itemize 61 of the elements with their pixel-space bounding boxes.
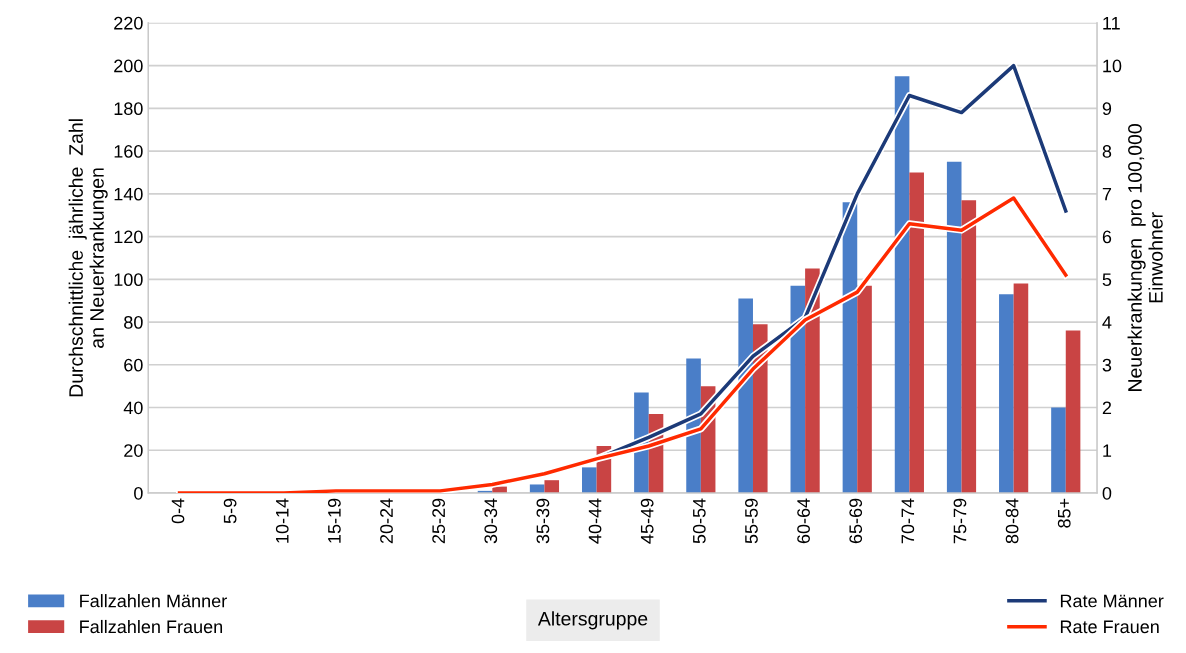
bar bbox=[909, 172, 924, 494]
y2-tick-label: 9 bbox=[1102, 102, 1112, 116]
y-tick-label: 220 bbox=[114, 16, 143, 30]
bar bbox=[1065, 330, 1081, 494]
y-tick-label: 140 bbox=[114, 187, 143, 201]
x-tick-label: 80-84 bbox=[1005, 498, 1019, 544]
y2-tick-label: 8 bbox=[1102, 145, 1112, 158]
y-tick-label: 100 bbox=[114, 273, 143, 287]
x-axis-title: Altersgruppe bbox=[537, 611, 648, 630]
x-tick-label: 45-49 bbox=[640, 498, 654, 544]
bar bbox=[1013, 283, 1029, 494]
x-tick-label: 20-24 bbox=[380, 498, 393, 544]
x-tick-label: 65-69 bbox=[849, 498, 863, 544]
y2-tick-label: 3 bbox=[1102, 358, 1112, 372]
x-tick-label: 25-29 bbox=[432, 498, 446, 544]
y-tick-label: 160 bbox=[114, 145, 143, 158]
y2-tick-label: 1 bbox=[1103, 444, 1112, 457]
bar bbox=[894, 76, 910, 494]
x-tick-label: 0-4 bbox=[171, 498, 185, 524]
bar bbox=[544, 480, 560, 494]
y-tick-label: 200 bbox=[114, 59, 143, 73]
y2-tick-label: 7 bbox=[1102, 187, 1112, 201]
legend-label: Rate Frauen bbox=[1060, 620, 1159, 634]
x-tick-label: 15-19 bbox=[327, 498, 341, 543]
bar bbox=[1051, 407, 1066, 494]
y-tick-label: 80 bbox=[124, 315, 143, 329]
legend-label: Fallzahlen Männer bbox=[80, 594, 227, 608]
x-tick-label: 10-14 bbox=[275, 498, 289, 543]
x-tick-label: 85+ bbox=[1057, 498, 1071, 528]
x-tick-label: 55-59 bbox=[745, 498, 758, 544]
y-axis-title: Durchschnittliche jährliche Zahl an Neuerkrankungen bbox=[68, 119, 108, 397]
y2-axis-title: Neuerkrankungen pro 100,000 Einwohner bbox=[1127, 124, 1163, 391]
y-tick-label: 40 bbox=[123, 401, 143, 415]
bar bbox=[529, 484, 545, 494]
y2-tick-label: 4 bbox=[1102, 316, 1112, 329]
x-tick-label: 50-54 bbox=[692, 498, 706, 544]
y-tick-label: 20 bbox=[124, 444, 143, 457]
y2-tick-label: 0 bbox=[1102, 486, 1112, 500]
bar bbox=[581, 467, 597, 494]
x-tick-label: 30-34 bbox=[484, 498, 498, 544]
x-tick-label: 75-79 bbox=[953, 498, 967, 544]
bar bbox=[946, 161, 962, 494]
x-tick-label: 70-74 bbox=[901, 498, 915, 544]
y-tick-label: 0 bbox=[134, 486, 143, 500]
y2-tick-label: 6 bbox=[1102, 230, 1112, 244]
bar bbox=[999, 294, 1014, 494]
y-tick-label: 120 bbox=[114, 230, 143, 244]
legend-label: Fallzahlen Frauen bbox=[80, 619, 223, 634]
y2-tick-label: 5 bbox=[1102, 273, 1112, 287]
x-tick-label: 5-9 bbox=[223, 498, 237, 524]
bar bbox=[857, 285, 872, 494]
x-tick-label: 60-64 bbox=[797, 498, 810, 544]
y-tick-label: 180 bbox=[114, 102, 143, 116]
bar bbox=[961, 200, 977, 494]
y2-tick-label: 11 bbox=[1103, 16, 1120, 30]
legend-label: Rate Männer bbox=[1060, 594, 1164, 608]
y2-tick-label: 2 bbox=[1102, 401, 1112, 415]
x-tick-label: 40-44 bbox=[588, 498, 602, 544]
x-tick-label: 35-39 bbox=[536, 498, 550, 544]
y-tick-label: 60 bbox=[124, 358, 143, 372]
y2-tick-label: 10 bbox=[1103, 59, 1122, 73]
